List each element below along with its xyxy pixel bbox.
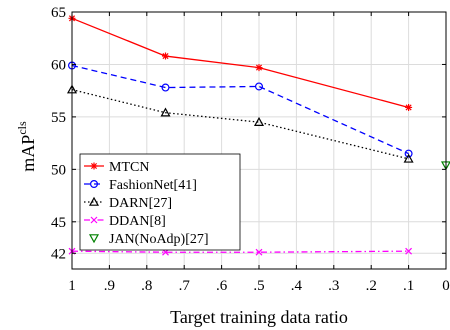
x-tick-label: .5 (253, 278, 264, 294)
x-tick-label: .1 (403, 278, 414, 294)
data-point (160, 107, 171, 117)
series-line (71, 64, 409, 155)
legend-label: FashionNet[41] (109, 178, 197, 193)
series-layer (66, 14, 450, 256)
legend: MTCN FashionNet[41] DARN[27] DDAN[8] JAN(NoA… (79, 153, 241, 251)
x-tick-label: .4 (291, 278, 303, 294)
y-tick-label: 42 (51, 246, 66, 262)
data-point (255, 64, 263, 72)
legend-label: JAN(NoAdp)[27] (109, 232, 209, 247)
series-0 (68, 14, 413, 111)
series-line (71, 88, 409, 160)
series-2 (66, 84, 414, 163)
legend-entry: JAN(NoAdp)[27] (88, 232, 209, 247)
legend-entry: FashionNet[41] (84, 178, 197, 193)
x-tick-label: .3 (328, 278, 339, 294)
legend-marker (88, 196, 100, 206)
legend-box (79, 153, 241, 251)
y-axis-label-main: mAP (18, 135, 38, 172)
x-tick-label: .8 (141, 278, 152, 294)
legend-entry: DDAN[8] (84, 214, 166, 229)
y-axis-ticks: 42 45 50 55 60 65 (51, 5, 446, 262)
legend-label: DARN[27] (109, 196, 172, 211)
data-point (403, 153, 414, 163)
x-tick-label: 1 (68, 278, 76, 294)
legend-label: DDAN[8] (109, 214, 166, 229)
y-axis-label-superscript: cls (15, 121, 29, 135)
y-tick-label: 60 (51, 57, 66, 73)
y-tick-label: 55 (51, 110, 66, 126)
x-tick-label: 0 (442, 278, 450, 294)
legend-marker (90, 162, 98, 170)
x-axis-ticks: 1 .9 .8 .7 .6 .5 .4 .3 .2 .1 0 (68, 12, 450, 294)
legend-marker (89, 180, 98, 189)
data-point (253, 116, 265, 126)
x-tick-label: .6 (216, 278, 228, 294)
y-tick-label: 50 (51, 162, 66, 178)
legend-marker (90, 216, 98, 224)
legend-label: MTCN (109, 160, 149, 175)
data-point (405, 247, 413, 255)
y-tick-label: 65 (51, 5, 66, 21)
data-point (404, 149, 413, 158)
data-point (255, 248, 263, 256)
data-point (405, 103, 413, 111)
legend-marker (88, 234, 100, 244)
y-axis-label: mAPcls (15, 121, 38, 172)
y-tick-label: 45 (51, 215, 66, 231)
series-1 (67, 61, 413, 158)
legend-entry: MTCN (84, 160, 149, 175)
data-point (255, 82, 264, 91)
x-tick-label: .7 (179, 278, 191, 294)
x-tick-label: .9 (104, 278, 115, 294)
x-tick-label: .2 (366, 278, 377, 294)
series-line (71, 17, 409, 109)
legend-entry: DARN[27] (84, 196, 172, 211)
data-point (161, 83, 170, 92)
x-axis-label: Target training data ratio (170, 307, 348, 327)
data-point (162, 52, 169, 60)
series-line (71, 250, 409, 253)
